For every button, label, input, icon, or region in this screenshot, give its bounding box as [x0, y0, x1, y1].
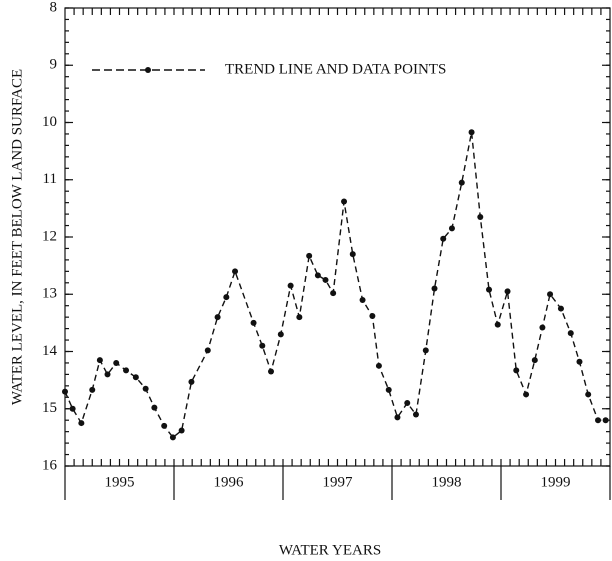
data-point: [169, 434, 176, 441]
data-point: [287, 282, 294, 289]
data-point: [151, 404, 158, 411]
y-tick-label: 12: [42, 228, 57, 244]
y-tick-label: 14: [42, 343, 58, 359]
data-point: [458, 179, 465, 186]
data-point: [602, 417, 609, 424]
x-tick-label: 1999: [541, 474, 571, 490]
y-tick-label: 13: [42, 286, 57, 302]
data-point: [322, 276, 329, 283]
data-point: [440, 235, 447, 242]
y-tick-label: 16: [42, 457, 58, 473]
x-tick-label: 1996: [214, 474, 245, 490]
data-point: [394, 414, 401, 421]
x-tick-label: 1998: [432, 474, 462, 490]
data-point: [259, 342, 266, 349]
data-point: [404, 400, 411, 407]
y-axis-label: WATER LEVEL, IN FEET BELOW LAND SURFACE: [9, 69, 25, 405]
data-point: [504, 288, 511, 295]
data-point: [567, 330, 574, 337]
x-axis-label: WATER YEARS: [279, 542, 381, 558]
data-point: [69, 405, 76, 412]
data-point: [296, 314, 303, 321]
data-point: [161, 422, 168, 429]
y-tick-label: 8: [50, 0, 58, 15]
data-point: [595, 417, 602, 424]
legend-label: TREND LINE AND DATA POINTS: [225, 61, 446, 77]
data-point: [468, 129, 475, 136]
data-point: [585, 391, 592, 398]
data-point: [385, 386, 392, 393]
data-point: [204, 347, 211, 354]
data-point: [214, 314, 221, 321]
data-point: [531, 357, 538, 364]
data-point: [422, 347, 429, 354]
data-point: [306, 252, 313, 259]
data-point: [349, 251, 356, 258]
data-point: [359, 296, 366, 303]
data-point: [104, 371, 111, 378]
y-tick-label: 15: [42, 400, 57, 416]
data-point: [576, 358, 583, 365]
data-point: [375, 362, 382, 369]
data-point: [557, 305, 564, 312]
data-point: [523, 391, 530, 398]
data-point: [477, 213, 484, 220]
data-point: [132, 374, 139, 381]
data-point: [330, 290, 337, 297]
data-point: [89, 386, 96, 393]
data-point: [123, 367, 130, 374]
data-point: [113, 359, 120, 366]
y-tick-label: 11: [43, 171, 57, 187]
x-tick-label: 1997: [323, 474, 354, 490]
data-point: [494, 321, 501, 328]
data-point: [62, 388, 68, 395]
y-tick-label: 9: [50, 57, 58, 73]
data-point: [250, 319, 257, 326]
data-point: [547, 291, 554, 298]
data-point: [178, 427, 185, 434]
legend-marker: [145, 67, 151, 73]
y-tick-label: 10: [42, 114, 57, 130]
data-point: [412, 411, 419, 418]
data-point: [486, 286, 493, 293]
x-tick-label: 1995: [105, 474, 135, 490]
data-point: [223, 294, 230, 301]
data-point: [232, 268, 239, 275]
data-point: [268, 368, 275, 375]
data-point: [142, 385, 149, 392]
data-point: [277, 331, 284, 338]
data-point: [539, 324, 546, 331]
data-point: [314, 272, 321, 279]
data-point: [369, 313, 376, 320]
data-point: [448, 225, 455, 232]
data-point: [513, 367, 520, 374]
data-point: [96, 357, 103, 364]
data-point: [431, 285, 438, 292]
data-point: [188, 378, 195, 385]
data-point: [341, 198, 348, 205]
data-point: [78, 420, 85, 427]
